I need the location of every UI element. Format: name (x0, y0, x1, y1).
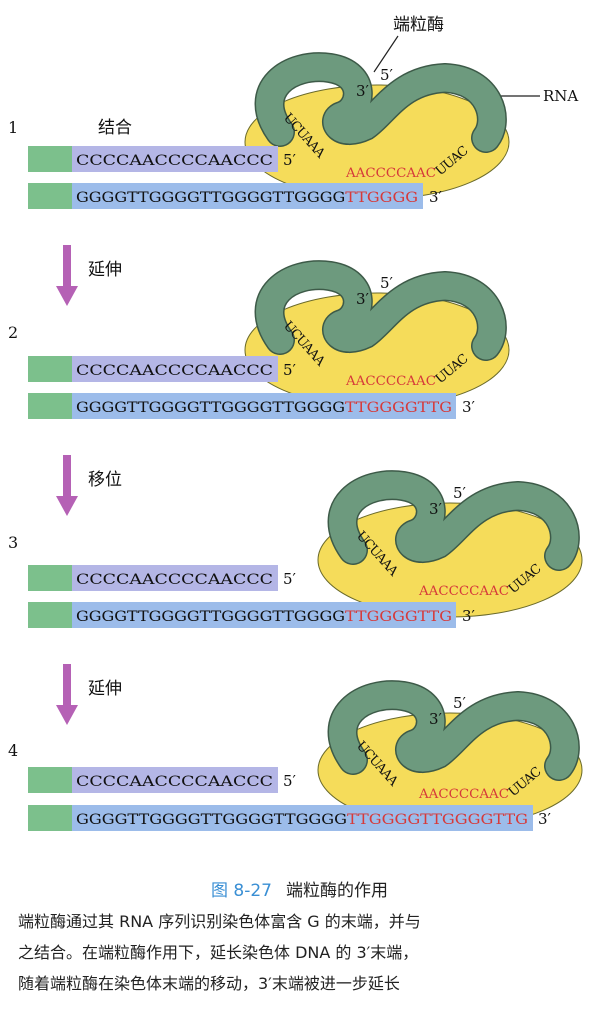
prime3-enzyme-3: 3′ (429, 500, 443, 518)
top-strand-1: CCCCAACCCCAACCC (76, 153, 273, 169)
description-line-3: 随着端粒酶在染色体末端的移动，3′末端被进一步延长 (18, 974, 400, 993)
step-1: 3′ 5′ 1 结合 CCCCAACCCCAACCC 5′ GGGGTTGGGG… (8, 66, 509, 209)
description-line-1: 端粒酶通过其 RNA 序列识别染色体富含 G 的末端，并与 (18, 912, 421, 931)
green-block-bottom-3 (28, 602, 72, 628)
bottom-prime3-3: 3′ (462, 607, 476, 625)
top-strand-3: CCCCAACCCCAACCC (76, 572, 273, 588)
arrow-label-2: 移位 (88, 470, 122, 490)
description-line-2: 之结合。在端粒酶作用下，延长染色体 DNA 的 3′末端， (18, 943, 419, 962)
top-strand-bg-2 (72, 356, 278, 382)
top-strand-bg-3 (72, 565, 278, 591)
bottom-strand-bg-2 (72, 393, 456, 419)
bottom-strand-black-1: GGGGTTGGGGTTGGGGTTGGGG (76, 190, 345, 206)
arrow-shaft-3 (63, 664, 71, 706)
bottom-strand-red-1: TTGGGG (345, 190, 418, 206)
step-2: 3′ 5′ 2 CCCCAACCCCAACCC 5′ GGGGTTGGGGTTG… (8, 274, 509, 419)
green-block-top-1 (28, 146, 72, 172)
bottom-strand-bg-4 (72, 805, 533, 831)
enzyme-label: 端粒酶 (393, 15, 444, 35)
green-block-bottom-2 (28, 393, 72, 419)
bottom-strand-black-4: GGGGTTGGGGTTGGGGTTGGGG (76, 812, 347, 828)
green-block-top-4 (28, 767, 72, 793)
arrow-head-2 (56, 496, 78, 516)
green-block-bottom-4 (28, 805, 72, 831)
arrow-head-3 (56, 705, 78, 725)
bottom-strand-bg-1 (72, 183, 423, 209)
arrow-translocate: 移位 (56, 455, 122, 516)
bottom-strand-red-3: TTGGGGTTG (345, 609, 452, 625)
arrow-extend-2: 延伸 (56, 664, 122, 725)
prime5-enzyme-4: 5′ (453, 694, 467, 712)
green-block-top-2 (28, 356, 72, 382)
step-label-1: 结合 (98, 118, 132, 138)
arrow-label-1: 延伸 (88, 260, 122, 280)
top-prime5-4: 5′ (283, 772, 297, 790)
prime3-enzyme-1: 3′ (356, 82, 370, 100)
step-number-4: 4 (8, 741, 18, 760)
top-strand-4: CCCCAACCCCAACCC (76, 774, 273, 790)
step-number-3: 3 (8, 533, 18, 552)
figure-description: 端粒酶通过其 RNA 序列识别染色体富含 G 的末端，并与 之结合。在端粒酶作用… (18, 906, 588, 999)
step-4: 3′ 5′ 4 CCCCAACCCCAACCC 5′ GGGGTTGGGGTTG… (8, 694, 582, 831)
arrow-label-3: 延伸 (88, 679, 122, 699)
bottom-prime3-1: 3′ (429, 188, 443, 206)
prime3-enzyme-2: 3′ (356, 290, 370, 308)
step-3: 3′ 5′ 3 CCCCAACCCCAACCC 5′ GGGGTTGGGGTTG… (8, 484, 582, 628)
green-block-top-3 (28, 565, 72, 591)
rna-template-middle-2: AACCCCAAC (345, 374, 436, 389)
prime5-enzyme-3: 5′ (453, 484, 467, 502)
top-strand-2: CCCCAACCCCAACCC (76, 363, 273, 379)
bottom-prime3-2: 3′ (462, 398, 476, 416)
top-strand-bg-4 (72, 767, 278, 793)
bottom-strand-black-2: GGGGTTGGGGTTGGGGTTGGGG (76, 400, 345, 416)
top-prime5-3: 5′ (283, 570, 297, 588)
top-prime5-1: 5′ (283, 151, 297, 169)
rna-label: RNA (543, 87, 578, 105)
step-number-2: 2 (8, 323, 18, 342)
bottom-prime3-4: 3′ (538, 810, 552, 828)
prime3-enzyme-4: 3′ (429, 710, 443, 728)
rna-template-middle-1: AACCCCAAC (345, 166, 436, 181)
green-block-bottom-1 (28, 183, 72, 209)
prime5-enzyme-1: 5′ (380, 66, 394, 84)
figure-title: 端粒酶的作用 (286, 881, 388, 901)
arrow-extend-1: 延伸 (56, 245, 122, 306)
top-strand-bg-1 (72, 146, 278, 172)
arrow-shaft-2 (63, 455, 71, 497)
arrow-shaft-1 (63, 245, 71, 287)
rna-template-middle-3: AACCCCAAC (418, 584, 509, 599)
bottom-strand-black-3: GGGGTTGGGGTTGGGGTTGGGG (76, 609, 345, 625)
figure-caption: 图 8-27 端粒酶的作用 (0, 876, 599, 901)
step-number-1: 1 (8, 118, 18, 137)
rna-template-middle-4: AACCCCAAC (418, 787, 509, 802)
arrow-head-1 (56, 286, 78, 306)
bottom-strand-red-2: TTGGGGTTG (345, 400, 452, 416)
figure-number: 图 8-27 (211, 881, 272, 901)
bottom-strand-red-4: TTGGGGTTGGGGTTG (347, 812, 528, 828)
bottom-strand-bg-3 (72, 602, 456, 628)
prime5-enzyme-2: 5′ (380, 274, 394, 292)
top-prime5-2: 5′ (283, 361, 297, 379)
enzyme-leader-line (373, 35, 399, 73)
